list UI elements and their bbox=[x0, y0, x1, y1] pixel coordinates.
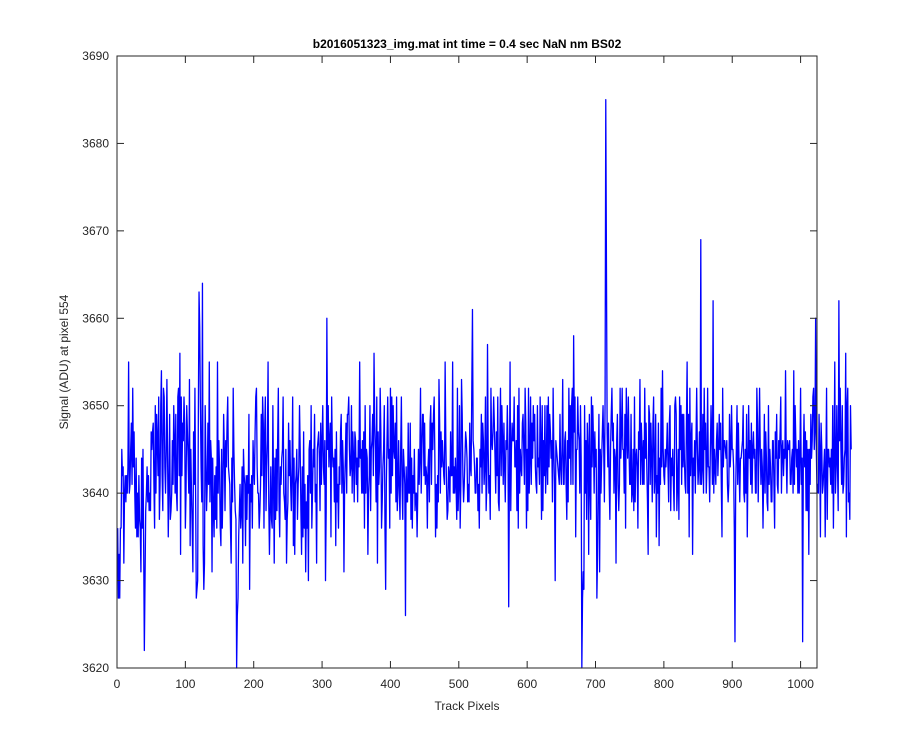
y-tick-label: 3650 bbox=[82, 399, 109, 413]
y-axis: 3620 3630 3640 3650 3660 3670 3680 3690 bbox=[82, 49, 817, 675]
x-axis-label: Track Pixels bbox=[435, 699, 500, 713]
chart-title: b2016051323_img.mat int time = 0.4 sec N… bbox=[313, 37, 622, 51]
x-tick-label: 100 bbox=[175, 677, 195, 691]
x-tick-label: 1000 bbox=[787, 677, 814, 691]
plot-area bbox=[117, 56, 817, 668]
x-tick-label: 500 bbox=[449, 677, 469, 691]
x-tick-label: 700 bbox=[586, 677, 606, 691]
y-tick-label: 3680 bbox=[82, 136, 109, 150]
y-tick-label: 3670 bbox=[82, 224, 109, 238]
y-tick-label: 3660 bbox=[82, 311, 109, 325]
x-tick-label: 400 bbox=[380, 677, 400, 691]
x-axis: 0 100 200 300 400 500 600 700 800 900 1000 bbox=[114, 56, 814, 691]
x-tick-label: 0 bbox=[114, 677, 121, 691]
series-line-1 bbox=[117, 99, 852, 669]
y-tick-label: 3690 bbox=[82, 49, 109, 63]
y-tick-label: 3640 bbox=[82, 486, 109, 500]
series-layer bbox=[117, 99, 852, 669]
x-tick-label: 600 bbox=[517, 677, 537, 691]
y-axis-label: Signal (ADU) at pixel 554 bbox=[57, 294, 71, 429]
y-tick-label: 3630 bbox=[82, 574, 109, 588]
x-tick-label: 200 bbox=[244, 677, 264, 691]
x-tick-label: 300 bbox=[312, 677, 332, 691]
x-tick-label: 800 bbox=[654, 677, 674, 691]
x-tick-label: 900 bbox=[722, 677, 742, 691]
axes-box bbox=[116, 55, 818, 669]
y-tick-label: 3620 bbox=[82, 661, 109, 675]
